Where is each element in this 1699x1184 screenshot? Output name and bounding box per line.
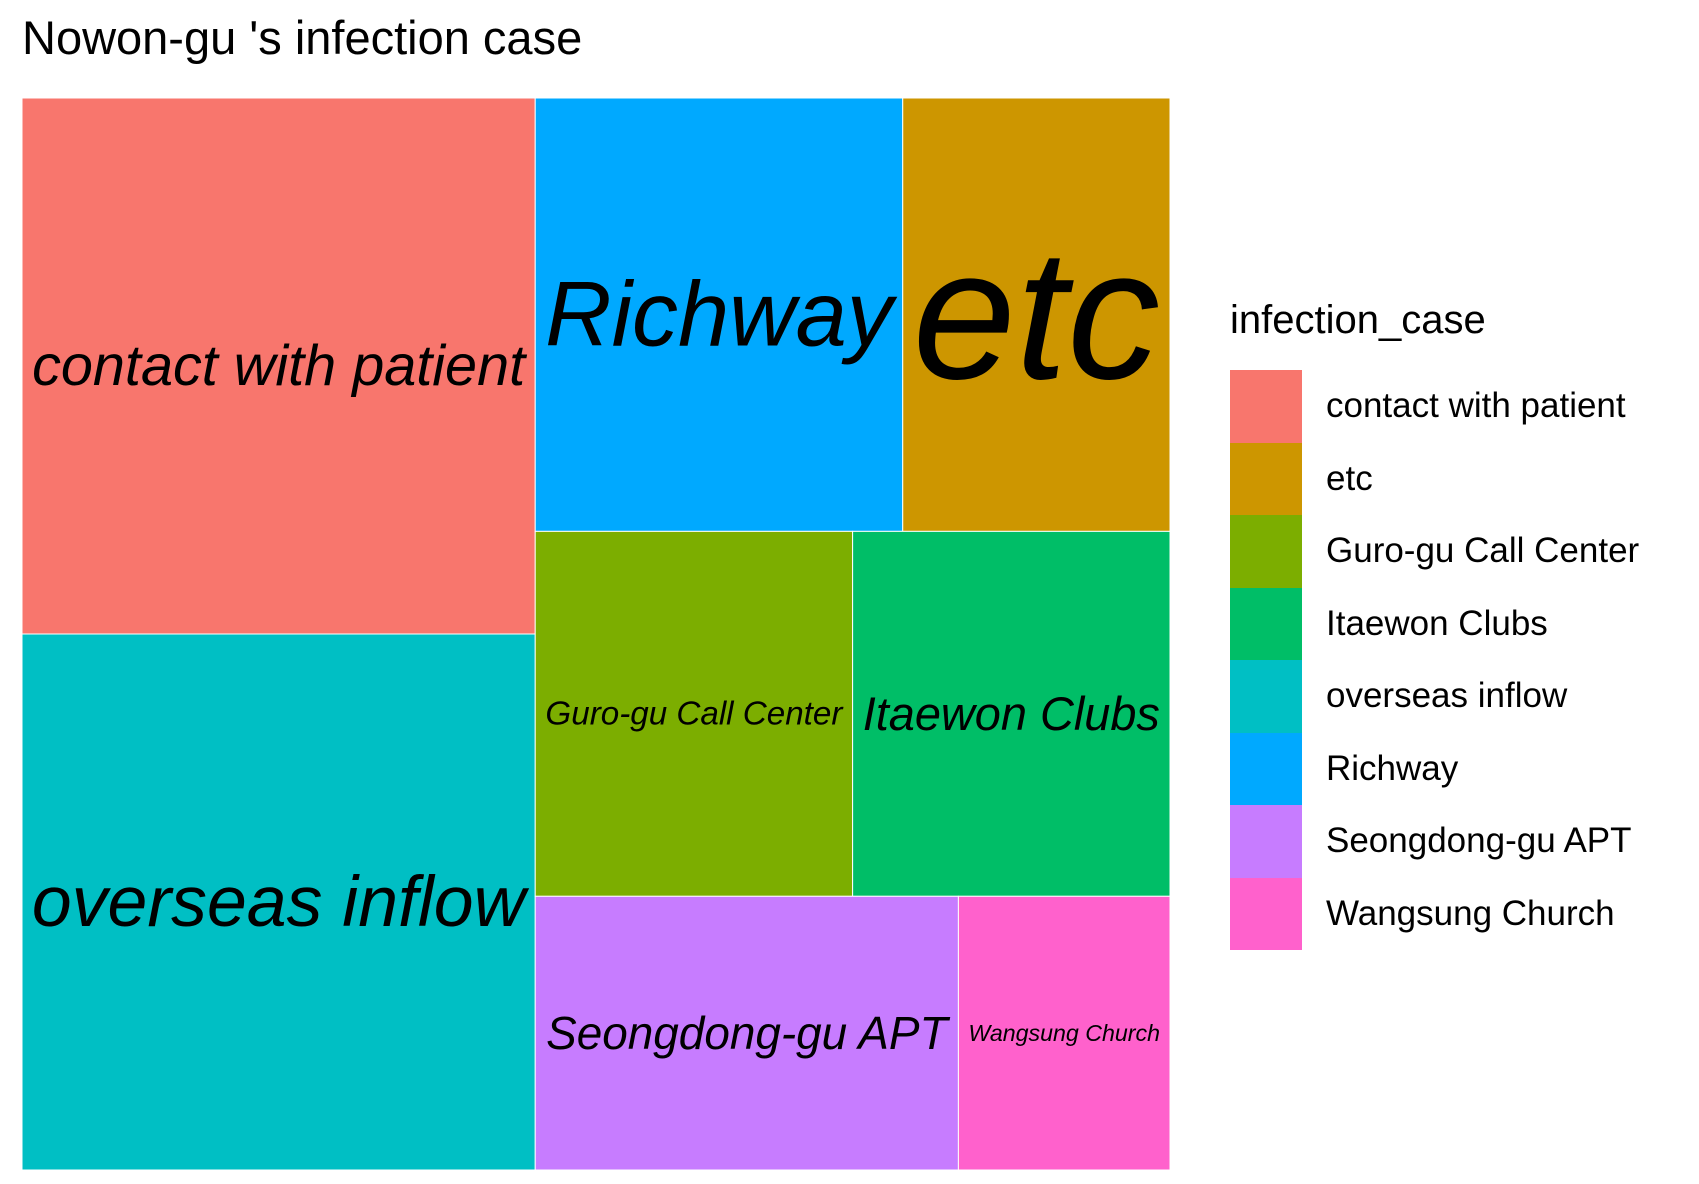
- tile-richway: Richway: [534, 97, 904, 532]
- tile-rect-wangsung-church: [957, 895, 1171, 1171]
- legend-key-wangsung-church: [1230, 877, 1302, 950]
- legend-item-itaewon-clubs: Itaewon Clubs: [1230, 587, 1639, 660]
- legend-item-guro-gu-call-center: Guro-gu Call Center: [1230, 515, 1639, 588]
- legend-label-richway: Richway: [1326, 748, 1459, 788]
- legend-item-etc: etc: [1230, 442, 1639, 515]
- tile-overseas-inflow: overseas inflow: [21, 633, 536, 1171]
- legend-label-overseas-inflow: overseas inflow: [1326, 676, 1568, 716]
- legend-item-overseas-inflow: overseas inflow: [1230, 660, 1639, 733]
- tile-label-itaewon-clubs: Itaewon Clubs: [863, 688, 1160, 740]
- legend-label-etc: etc: [1326, 458, 1373, 498]
- legend-key-overseas-inflow: [1230, 660, 1302, 733]
- tile-label-overseas-inflow: overseas inflow: [32, 862, 530, 942]
- tile-rect-richway: [534, 97, 904, 532]
- legend-item-contact-with-patient: contact with patient: [1230, 370, 1639, 443]
- legend-title: infection_case: [1230, 298, 1486, 342]
- tile-rect-contact-with-patient: [21, 97, 536, 635]
- tile-contact-with-patient: contact with patient: [21, 97, 536, 635]
- legend-key-seongdong-gu-apt: [1230, 805, 1302, 878]
- tile-rect-itaewon-clubs: [852, 530, 1171, 897]
- tile-label-wangsung-church: Wangsung Church: [968, 1020, 1160, 1046]
- legend-key-itaewon-clubs: [1230, 587, 1302, 660]
- legend-item-wangsung-church: Wangsung Church: [1230, 877, 1639, 950]
- legend-item-richway: Richway: [1230, 732, 1639, 805]
- legend-item-seongdong-gu-apt: Seongdong-gu APT: [1230, 805, 1639, 878]
- tile-rect-overseas-inflow: [21, 633, 536, 1171]
- tile-label-richway: Richway: [545, 264, 898, 366]
- tile-label-seongdong-gu-apt: Seongdong-gu APT: [546, 1007, 950, 1059]
- tile-wangsung-church: Wangsung Church: [957, 895, 1171, 1171]
- legend-label-contact-with-patient: contact with patient: [1326, 386, 1626, 426]
- legend-label-wangsung-church: Wangsung Church: [1326, 893, 1615, 933]
- tile-rect-etc: [902, 97, 1171, 532]
- tile-guro-gu-call-center: Guro-gu Call Center: [534, 530, 854, 897]
- legend-label-seongdong-gu-apt: Seongdong-gu APT: [1326, 821, 1632, 861]
- tile-label-guro-gu-call-center: Guro-gu Call Center: [545, 695, 844, 732]
- legend-label-guro-gu-call-center: Guro-gu Call Center: [1326, 531, 1640, 571]
- tile-itaewon-clubs: Itaewon Clubs: [852, 530, 1171, 897]
- legend-key-guro-gu-call-center: [1230, 515, 1302, 588]
- legend-key-richway: [1230, 732, 1302, 805]
- tile-etc: etc: [902, 97, 1171, 532]
- tile-seongdong-gu-apt: Seongdong-gu APT: [534, 895, 959, 1171]
- legend-key-contact-with-patient: [1230, 370, 1302, 443]
- legend-label-itaewon-clubs: Itaewon Clubs: [1326, 603, 1548, 643]
- legend: infection_case contact with patient etc Gu…: [1230, 300, 1639, 950]
- tile-label-etc: etc: [913, 211, 1160, 418]
- chart-title: Nowon-gu 's infection case: [22, 11, 583, 64]
- legend-key-etc: [1230, 442, 1302, 515]
- tile-rect-guro-gu-call-center: [534, 530, 854, 897]
- tile-label-contact-with-patient: contact with patient: [32, 334, 527, 398]
- legend-items: contact with patient etc Guro-gu Call Cent…: [1230, 370, 1639, 950]
